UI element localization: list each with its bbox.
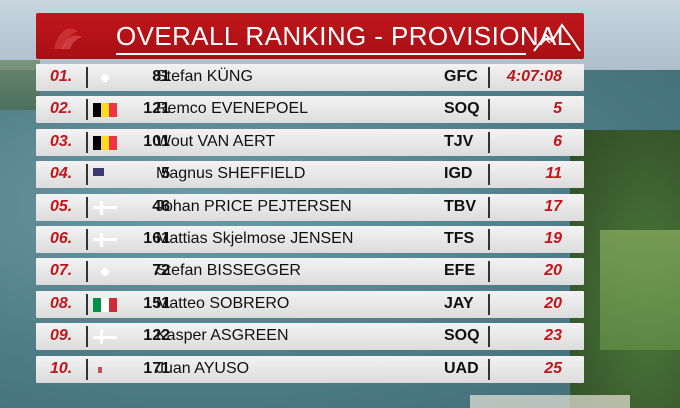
left-shore-background (0, 60, 40, 110)
ranking-row: 01. 81 Stefan KÜNG GFC 4:07:08 (36, 64, 584, 91)
separator (86, 358, 88, 380)
team-code: JAY (444, 294, 474, 312)
team-code: TBV (444, 197, 476, 215)
rider-name: Remco EVENEPOEL (156, 100, 309, 118)
ranking-row: 10. 171 Juan AYUSO UAD 25 (36, 355, 584, 383)
rider-name: Stefan BISSEGGER (156, 262, 301, 280)
team-code: EFE (444, 262, 476, 280)
field-background (600, 230, 680, 350)
rider-name: Kasper ASGREEN (156, 327, 289, 345)
separator (86, 196, 88, 218)
rider-number: 122 (143, 327, 170, 345)
separator (488, 67, 490, 88)
separator (488, 326, 490, 348)
ranking-row: 09. 122 Kasper ASGREEN SOQ 23 (36, 323, 584, 351)
time-gap: 17 (544, 197, 562, 215)
separator (86, 131, 88, 153)
rider-name: Mattias Skjelmose JENSEN (156, 229, 354, 247)
team-code: TJV (444, 132, 474, 150)
time-gap: 20 (544, 262, 562, 280)
rider-number: 81 (152, 68, 170, 85)
rider-name: Johan PRICE PEJTERSEN (156, 197, 352, 215)
time-gap: 25 (544, 359, 562, 377)
separator (488, 358, 490, 380)
team-code: UAD (444, 359, 479, 377)
belgium-flag-icon (93, 103, 117, 118)
mountain-icon (533, 23, 581, 52)
separator (86, 228, 88, 250)
separator (86, 164, 88, 186)
rider-name: Matteo SOBRERO (156, 294, 290, 312)
road-background (470, 395, 630, 408)
ranking-row: 03. 101 Wout VAN AERT TJV 6 (36, 128, 584, 156)
separator (86, 99, 88, 121)
separator (488, 131, 490, 153)
ranking-row: 04. 5 Magnus SHEFFIELD IGD 11 (36, 161, 584, 189)
position-label: 08. (50, 294, 73, 312)
ranking-row: 08. 151 Matteo SOBRERO JAY 20 (36, 290, 584, 318)
separator (86, 293, 88, 315)
separator (488, 293, 490, 315)
rider-name: Stefan KÜNG (156, 68, 253, 85)
position-label: 03. (50, 132, 73, 150)
position-label: 07. (50, 262, 73, 280)
rider-number: 171 (143, 359, 170, 377)
header-underline (116, 53, 526, 55)
team-code: GFC (444, 68, 478, 85)
ranking-row: 07. 72 Stefan BISSEGGER EFE 20 (36, 258, 584, 286)
ranking-list: 01. 81 Stefan KÜNG GFC 4:07:08 02. 121 Remco EV… (36, 64, 584, 388)
time-gap: 19 (544, 229, 562, 247)
rider-number: 5 (161, 165, 170, 183)
team-code: TFS (444, 229, 475, 247)
ranking-row: 06. 161 Mattias Skjelmose JENSEN TFS 19 (36, 225, 584, 253)
position-label: 01. (50, 68, 73, 85)
ranking-row: 05. 46 Johan PRICE PEJTERSEN TBV 17 (36, 193, 584, 221)
separator (488, 261, 490, 283)
header-title: OVERALL RANKING - PROVISIONAL (116, 21, 572, 51)
team-code: SOQ (444, 100, 480, 118)
rider-name: Juan AYUSO (156, 359, 250, 377)
rider-number: 161 (143, 229, 170, 247)
time-gap: 20 (544, 294, 562, 312)
team-code: SOQ (444, 327, 480, 345)
time-gap: 11 (545, 165, 562, 183)
race-logo-icon (54, 28, 82, 49)
separator (488, 164, 490, 186)
rider-name: Wout VAN AERT (156, 132, 276, 150)
time-gap: 4:07:08 (506, 68, 562, 85)
rider-number: 101 (143, 132, 170, 150)
position-label: 10. (50, 359, 73, 377)
position-label: 09. (50, 327, 73, 345)
separator (86, 67, 88, 88)
team-code: IGD (444, 165, 473, 183)
time-gap: 23 (544, 327, 562, 345)
separator (86, 326, 88, 348)
rider-number: 121 (143, 100, 170, 118)
rider-number: 46 (152, 197, 170, 215)
rider-number: 72 (152, 262, 170, 280)
time-gap: 6 (553, 132, 562, 150)
italy-flag-icon (93, 297, 117, 312)
time-gap: 5 (553, 100, 562, 118)
separator (488, 99, 490, 121)
position-label: 04. (50, 165, 73, 183)
position-label: 06. (50, 229, 73, 247)
ranking-header: OVERALL RANKING - PROVISIONAL (36, 13, 584, 59)
belgium-flag-icon (93, 135, 117, 150)
separator (488, 196, 490, 218)
position-label: 02. (50, 100, 73, 118)
separator (488, 228, 490, 250)
rider-number: 151 (143, 294, 170, 312)
ranking-row: 02. 121 Remco EVENEPOEL SOQ 5 (36, 96, 584, 124)
separator (86, 261, 88, 283)
rider-name: Magnus SHEFFIELD (156, 165, 306, 183)
position-label: 05. (50, 197, 73, 215)
